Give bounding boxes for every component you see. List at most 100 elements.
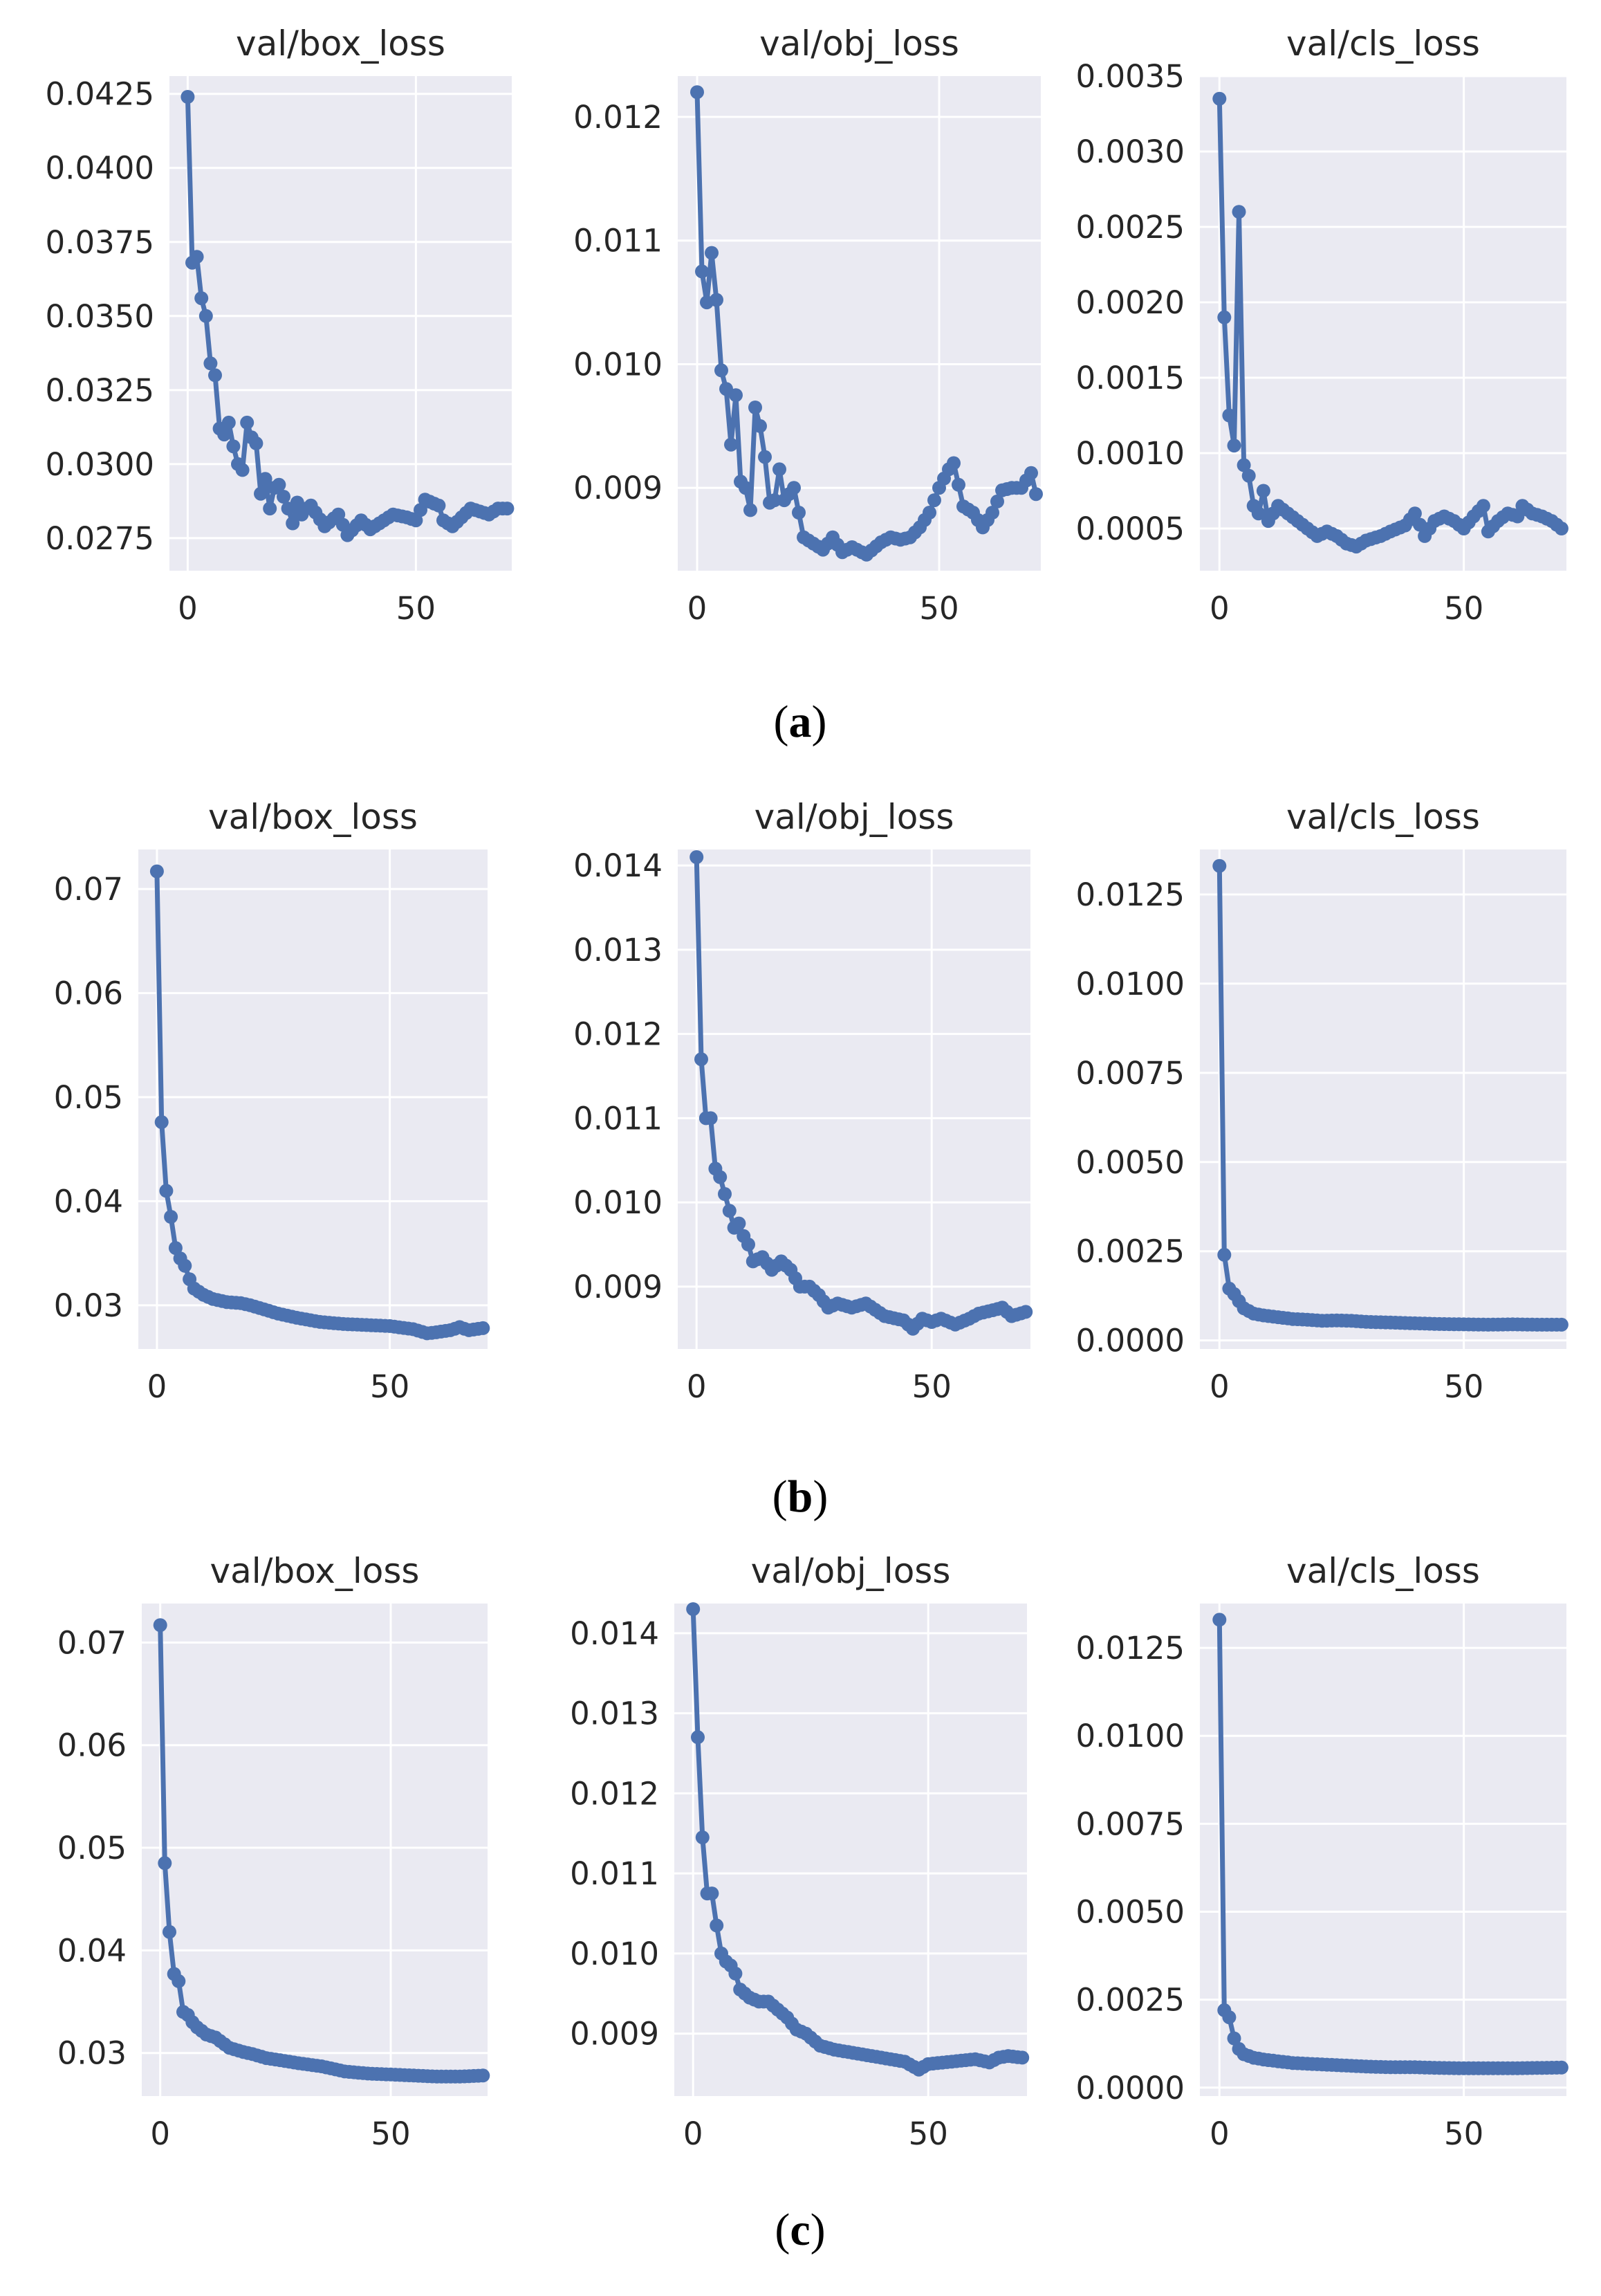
data-point: [728, 1966, 743, 1981]
y-tick-label: 0.04: [54, 1183, 123, 1220]
x-tick-label: 0: [1210, 590, 1230, 627]
y-tick-label: 0.0075: [1076, 1055, 1185, 1092]
x-tick-label: 50: [912, 1368, 952, 1405]
y-tick-label: 0.0400: [46, 150, 154, 187]
data-point: [409, 513, 423, 528]
data-point: [168, 1241, 183, 1256]
y-tick-label: 0.05: [54, 1079, 123, 1116]
x-tick-label: 50: [1444, 1368, 1483, 1405]
x-tick-label: 0: [147, 1368, 167, 1405]
data-point: [1217, 1247, 1232, 1262]
x-tick-label: 0: [150, 2115, 170, 2152]
y-tick-label: 0.014: [570, 1615, 659, 1652]
chart-a-obj: val/obj_loss 0.009 0.010 0.011 0.012 0 50: [573, 24, 1043, 627]
chart-b-obj: val/obj_loss 0.009 0.010 0.011 0.012 0.013 0.0…: [573, 797, 1033, 1405]
y-tick-label: 0.011: [570, 1855, 659, 1892]
data-point: [690, 850, 704, 864]
chart-title: val/box_loss: [236, 24, 445, 64]
chart-title: val/obj_loss: [751, 1551, 951, 1591]
data-point: [221, 415, 236, 430]
y-tick-label: 0.0275: [46, 520, 154, 557]
y-tick-label: 0.0350: [46, 298, 154, 335]
data-point: [1217, 310, 1232, 324]
y-tick-label: 0.0325: [46, 372, 154, 409]
data-point: [476, 1321, 490, 1335]
x-tick-label: 50: [919, 590, 959, 627]
x-tick-label: 50: [370, 1368, 409, 1405]
data-point: [718, 1187, 732, 1201]
y-tick-label: 0.012: [573, 99, 663, 136]
chart-a-cls: val/cls_loss 0.0005 0.0010 0.0015 0.0020 0.00…: [1076, 24, 1568, 627]
y-tick-label: 0.05: [57, 1830, 127, 1866]
data-point: [713, 1170, 728, 1184]
data-point: [226, 439, 241, 454]
data-point: [1015, 2050, 1030, 2065]
y-tick-label: 0.013: [573, 932, 663, 968]
data-point: [710, 1918, 724, 1933]
x-tick-label: 50: [396, 590, 436, 627]
y-tick-label: 0.0005: [1076, 511, 1185, 547]
x-tick-label: 50: [1444, 2115, 1483, 2152]
data-point: [705, 1886, 719, 1901]
data-point: [985, 506, 999, 520]
plot-area: [1200, 1604, 1566, 2096]
caption-a: (a): [774, 697, 827, 747]
data-point: [787, 481, 801, 495]
data-point: [1222, 408, 1237, 423]
y-tick-label: 0.04: [57, 1932, 127, 1969]
data-point: [1024, 466, 1038, 480]
data-point: [768, 493, 781, 508]
y-tick-label: 0.0425: [46, 76, 154, 113]
y-tick-label: 0.06: [54, 975, 123, 1012]
plot-area: [674, 1604, 1027, 2096]
x-tick-label: 0: [1210, 1368, 1230, 1405]
y-tick-label: 0.06: [57, 1727, 127, 1764]
y-tick-label: 0.0100: [1076, 1718, 1185, 1754]
x-tick-label: 0: [687, 590, 707, 627]
data-point: [263, 502, 277, 516]
y-tick-label: 0.07: [57, 1624, 127, 1661]
data-point: [1256, 484, 1270, 498]
data-point: [1227, 439, 1241, 453]
y-tick-label: 0.0025: [1076, 209, 1185, 246]
y-tick-label: 0.0015: [1076, 360, 1185, 396]
x-tick-label: 0: [178, 590, 198, 627]
x-tick-label: 0: [687, 1368, 707, 1405]
chart-c-cls: val/cls_loss 0.0000 0.0025 0.0050 0.0075 0.01…: [1076, 1551, 1568, 2152]
y-tick-label: 0.011: [573, 223, 663, 259]
data-point: [1510, 509, 1525, 524]
chart-b-cls: val/cls_loss 0.0000 0.0025 0.0050 0.0075 0.01…: [1076, 797, 1568, 1405]
data-point: [691, 1730, 705, 1745]
data-point: [153, 1618, 167, 1633]
y-tick-label: 0.014: [573, 847, 663, 884]
data-point: [695, 1830, 710, 1845]
caption-b: (b): [772, 1471, 829, 1522]
data-point: [923, 506, 936, 520]
data-point: [277, 490, 290, 504]
chart-title: val/cls_loss: [1286, 24, 1480, 64]
chart-panels: val/box_loss0.02750.03000.03250.03500.03…: [46, 24, 1568, 2152]
data-point: [739, 481, 752, 495]
y-tick-label: 0.013: [570, 1696, 659, 1732]
y-tick-label: 0.0125: [1076, 876, 1185, 913]
data-point: [1251, 506, 1266, 521]
plot-area: [678, 76, 1041, 571]
caption-c: (c): [775, 2205, 825, 2255]
y-tick-label: 0.010: [573, 346, 663, 383]
data-point: [748, 401, 762, 414]
y-tick-label: 0.010: [573, 1184, 663, 1221]
x-tick-label: 50: [371, 2115, 410, 2152]
data-point: [432, 498, 446, 513]
data-point: [1476, 499, 1490, 513]
x-tick-label: 50: [909, 2115, 948, 2152]
data-point: [414, 503, 427, 517]
data-point: [714, 363, 728, 378]
data-point: [1554, 1317, 1568, 1332]
y-tick-label: 0.0300: [46, 446, 154, 483]
data-point: [1241, 468, 1256, 483]
data-point: [198, 309, 213, 323]
chart-title: val/obj_loss: [755, 797, 954, 837]
data-point: [1222, 2010, 1237, 2025]
y-tick-label: 0.03: [57, 2035, 127, 2072]
data-point: [927, 493, 941, 508]
